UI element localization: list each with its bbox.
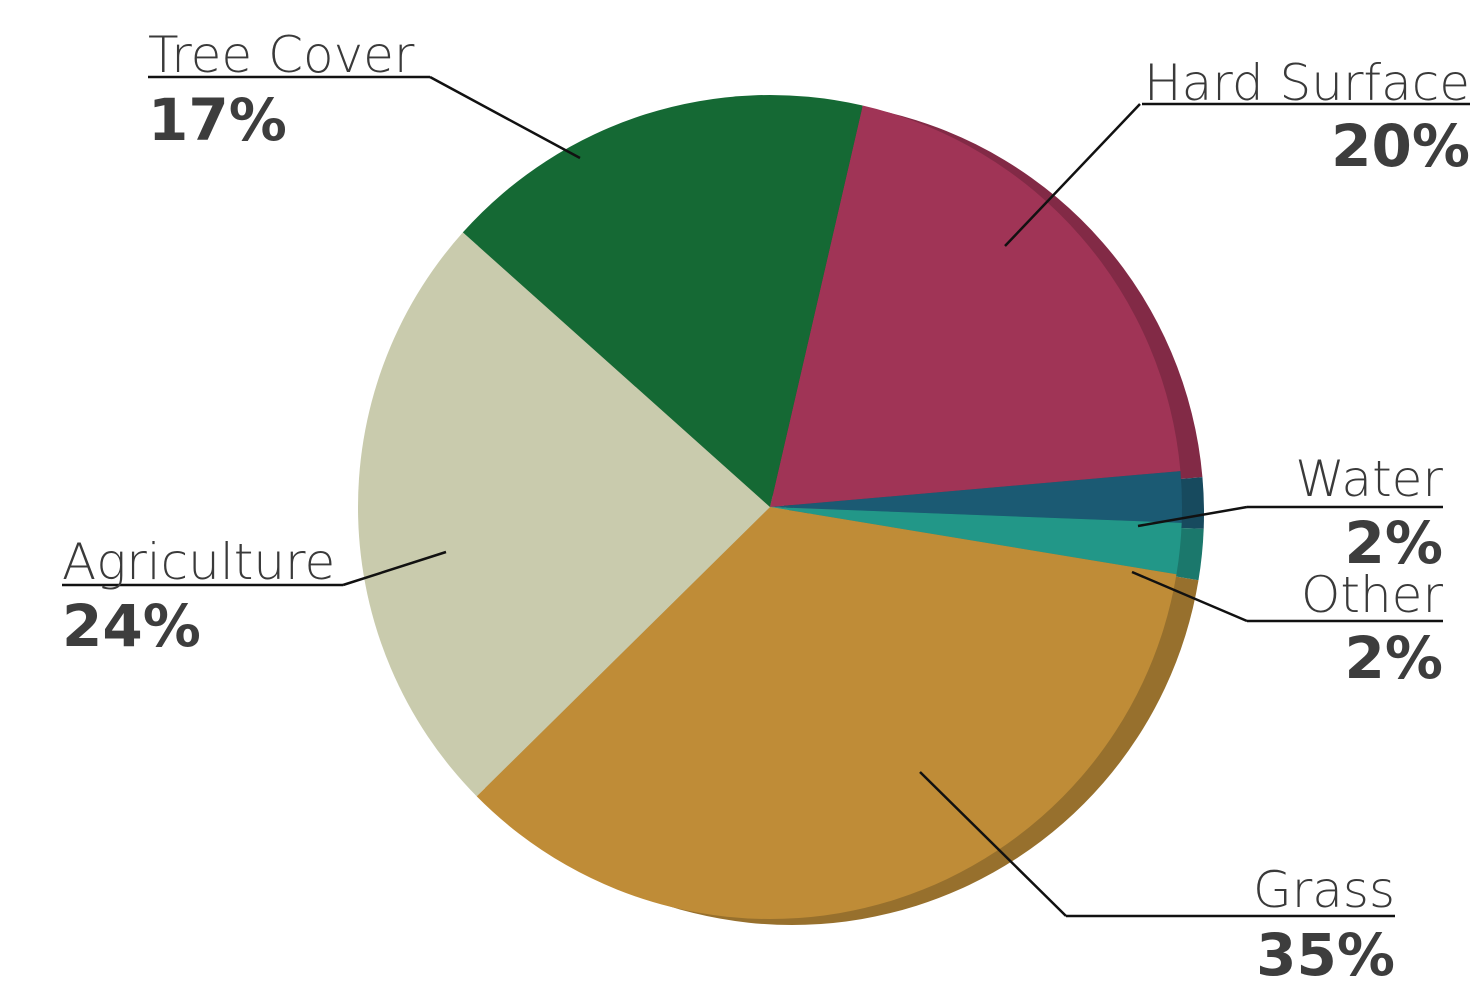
slice-label-tree-cover: Tree Cover [148,26,415,84]
leader-line-hard-surface [1004,103,1141,247]
slice-value-agriculture: 24% [62,592,201,660]
slice-label-grass: Grass [1253,861,1395,919]
slice-other [770,507,1182,575]
leader-lines [62,75,1470,918]
slice-label-water: Water [1295,450,1443,508]
leader-line-water [1137,505,1248,528]
slice-value-grass: 35% [1256,921,1395,980]
slice-label-agriculture: Agriculture [62,533,335,591]
slice-labels: Hard Surface20%Water2%Other2%Grass35%Agr… [62,26,1470,984]
slice-grass [476,507,1177,920]
leader-line-grass [919,771,1067,917]
slice-tree-cover [462,94,863,508]
slice-label-other: Other [1301,566,1443,624]
slice-label-hard-surface: Hard Surface [1144,54,1470,112]
leader-line-agriculture [342,550,447,587]
slice-value-other: 2% [1345,624,1443,692]
slice-value-hard-surface: 20% [1331,112,1470,180]
slice-hard-surface [770,105,1181,507]
slice-value-tree-cover: 17% [148,86,287,154]
slice-water [770,471,1183,523]
leader-line-tree-cover [429,75,581,160]
pie-slices [357,94,1183,920]
slice-agriculture [357,232,770,797]
slice-value-water: 2% [1345,509,1443,577]
leader-line-other [1131,570,1248,623]
